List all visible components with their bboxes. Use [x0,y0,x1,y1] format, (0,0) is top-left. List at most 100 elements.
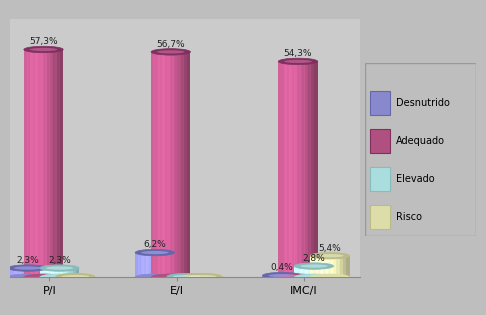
Bar [27,49,31,277]
Bar [155,52,157,277]
Bar [301,61,305,277]
Ellipse shape [262,272,302,279]
Ellipse shape [167,273,207,280]
Text: 2,3%: 2,3% [16,256,39,265]
Bar [327,256,330,277]
Bar [311,61,314,277]
Ellipse shape [284,60,312,63]
Bar [63,268,66,277]
Text: Desnutrido: Desnutrido [396,98,450,108]
Bar [18,268,21,277]
Bar [24,268,28,277]
Bar [145,253,148,277]
Bar [282,276,285,277]
Ellipse shape [40,265,79,271]
Ellipse shape [24,46,63,53]
Bar [37,49,40,277]
Ellipse shape [173,275,200,278]
Text: 6,2%: 6,2% [143,240,166,249]
Ellipse shape [310,274,349,280]
Bar [298,61,301,277]
Bar [308,61,311,277]
Bar [305,61,308,277]
Bar [297,266,301,277]
Ellipse shape [24,274,63,280]
Bar [281,61,285,277]
Bar [370,91,390,115]
Text: 2,3%: 2,3% [48,256,71,265]
Bar [311,266,314,277]
Bar [161,253,165,277]
Ellipse shape [46,266,73,270]
Ellipse shape [278,58,318,65]
Bar [66,268,69,277]
Bar [184,52,187,277]
Bar [269,276,272,277]
Ellipse shape [40,274,79,280]
Bar [292,61,295,277]
Text: 57,3%: 57,3% [29,37,58,46]
Ellipse shape [135,274,174,280]
Bar [24,49,27,277]
Bar [285,61,288,277]
Bar [171,52,174,277]
Bar [31,49,34,277]
Bar [15,268,18,277]
Bar [323,256,327,277]
Bar [298,276,302,277]
Bar [336,256,340,277]
Bar [171,253,174,277]
Bar [330,266,333,277]
Bar [177,52,181,277]
Bar [295,276,298,277]
Bar [148,253,152,277]
Bar [47,49,50,277]
Ellipse shape [62,275,89,278]
Bar [279,276,282,277]
Ellipse shape [294,274,333,280]
Bar [53,268,56,277]
Bar [69,268,72,277]
Text: 0,4%: 0,4% [271,263,294,272]
Bar [164,52,168,277]
Bar [11,268,15,277]
Bar [317,266,320,277]
Bar [370,129,390,153]
Bar [43,268,46,277]
Bar [289,276,292,277]
Bar [158,253,161,277]
Bar [152,253,155,277]
Bar [370,167,390,191]
Bar [76,268,79,277]
Text: Elevado: Elevado [396,174,434,184]
Bar [317,256,320,277]
Ellipse shape [30,48,57,51]
Ellipse shape [151,49,191,55]
Bar [295,61,298,277]
Bar [56,268,59,277]
Bar [21,268,24,277]
Bar [40,268,43,277]
Bar [57,49,60,277]
Bar [272,276,276,277]
Bar [262,276,266,277]
Bar [139,253,142,277]
Bar [288,61,292,277]
Ellipse shape [262,274,302,280]
Ellipse shape [8,274,47,280]
Bar [278,61,281,277]
Bar [50,49,53,277]
Bar [292,276,295,277]
Bar [44,268,47,277]
Bar [37,268,41,277]
Bar [324,266,327,277]
Bar [59,268,63,277]
Bar [72,268,76,277]
Bar [181,52,184,277]
Bar [313,256,317,277]
Ellipse shape [55,273,95,280]
Bar [135,253,139,277]
Bar [142,253,145,277]
Bar [34,268,37,277]
Text: 54,3%: 54,3% [284,49,312,58]
